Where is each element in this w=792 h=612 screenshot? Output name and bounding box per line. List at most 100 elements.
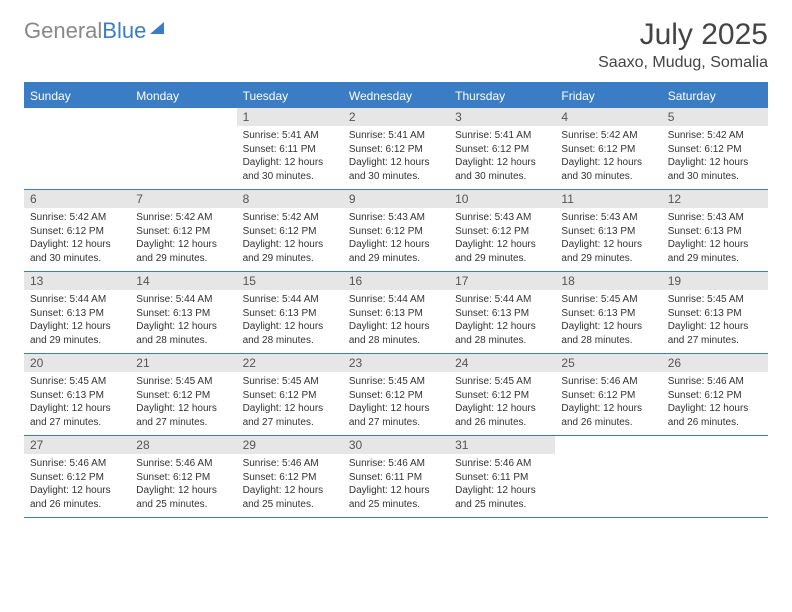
calendar-cell: 29Sunrise: 5:46 AMSunset: 6:12 PMDayligh… (237, 436, 343, 517)
calendar-cell: 14Sunrise: 5:44 AMSunset: 6:13 PMDayligh… (130, 272, 236, 353)
sunrise-line: Sunrise: 5:43 AM (349, 211, 443, 225)
sunrise-line: Sunrise: 5:43 AM (455, 211, 549, 225)
weeks-container: 001Sunrise: 5:41 AMSunset: 6:11 PMDaylig… (24, 108, 768, 518)
day-header: Sunday (24, 84, 130, 108)
day-header: Thursday (449, 84, 555, 108)
week-row: 13Sunrise: 5:44 AMSunset: 6:13 PMDayligh… (24, 272, 768, 354)
cell-body: Sunrise: 5:45 AMSunset: 6:12 PMDaylight:… (237, 372, 343, 435)
day-number: 3 (449, 108, 555, 126)
sunrise-line: Sunrise: 5:45 AM (136, 375, 230, 389)
day-number: 7 (130, 190, 236, 208)
daylight-line: Daylight: 12 hours and 25 minutes. (455, 484, 549, 511)
cell-body: Sunrise: 5:45 AMSunset: 6:13 PMDaylight:… (24, 372, 130, 435)
sunset-line: Sunset: 6:12 PM (243, 471, 337, 485)
day-number: 22 (237, 354, 343, 372)
sunset-line: Sunset: 6:12 PM (668, 143, 762, 157)
sunrise-line: Sunrise: 5:45 AM (455, 375, 549, 389)
cell-body: Sunrise: 5:45 AMSunset: 6:12 PMDaylight:… (343, 372, 449, 435)
cell-body: Sunrise: 5:43 AMSunset: 6:13 PMDaylight:… (662, 208, 768, 271)
cell-body: Sunrise: 5:41 AMSunset: 6:12 PMDaylight:… (449, 126, 555, 189)
sunset-line: Sunset: 6:12 PM (243, 225, 337, 239)
logo-part2: Blue (102, 18, 146, 43)
day-number: 31 (449, 436, 555, 454)
day-number: 24 (449, 354, 555, 372)
calendar-cell: 28Sunrise: 5:46 AMSunset: 6:12 PMDayligh… (130, 436, 236, 517)
cell-body: Sunrise: 5:46 AMSunset: 6:11 PMDaylight:… (449, 454, 555, 517)
sunset-line: Sunset: 6:12 PM (349, 389, 443, 403)
calendar-cell: 21Sunrise: 5:45 AMSunset: 6:12 PMDayligh… (130, 354, 236, 435)
daylight-line: Daylight: 12 hours and 28 minutes. (561, 320, 655, 347)
daylight-line: Daylight: 12 hours and 30 minutes. (561, 156, 655, 183)
cell-body: Sunrise: 5:42 AMSunset: 6:12 PMDaylight:… (237, 208, 343, 271)
sunset-line: Sunset: 6:11 PM (349, 471, 443, 485)
daylight-line: Daylight: 12 hours and 28 minutes. (136, 320, 230, 347)
calendar-cell: 7Sunrise: 5:42 AMSunset: 6:12 PMDaylight… (130, 190, 236, 271)
sunrise-line: Sunrise: 5:42 AM (668, 129, 762, 143)
calendar-cell: 3Sunrise: 5:41 AMSunset: 6:12 PMDaylight… (449, 108, 555, 189)
sunset-line: Sunset: 6:13 PM (136, 307, 230, 321)
sunrise-line: Sunrise: 5:46 AM (349, 457, 443, 471)
calendar-cell: 5Sunrise: 5:42 AMSunset: 6:12 PMDaylight… (662, 108, 768, 189)
day-number: 9 (343, 190, 449, 208)
day-number: 21 (130, 354, 236, 372)
calendar-cell: 6Sunrise: 5:42 AMSunset: 6:12 PMDaylight… (24, 190, 130, 271)
sunset-line: Sunset: 6:12 PM (455, 225, 549, 239)
calendar-cell: 0 (555, 436, 661, 517)
cell-body: Sunrise: 5:45 AMSunset: 6:12 PMDaylight:… (449, 372, 555, 435)
sunset-line: Sunset: 6:12 PM (455, 143, 549, 157)
day-number: 13 (24, 272, 130, 290)
day-number: 27 (24, 436, 130, 454)
sunrise-line: Sunrise: 5:44 AM (243, 293, 337, 307)
daylight-line: Daylight: 12 hours and 25 minutes. (136, 484, 230, 511)
sunset-line: Sunset: 6:12 PM (349, 225, 443, 239)
daylight-line: Daylight: 12 hours and 27 minutes. (243, 402, 337, 429)
day-number: 11 (555, 190, 661, 208)
page-header: GeneralBlue July 2025 Saaxo, Mudug, Soma… (24, 18, 768, 72)
daylight-line: Daylight: 12 hours and 30 minutes. (243, 156, 337, 183)
sunset-line: Sunset: 6:13 PM (30, 307, 124, 321)
daylight-line: Daylight: 12 hours and 27 minutes. (349, 402, 443, 429)
calendar-cell: 8Sunrise: 5:42 AMSunset: 6:12 PMDaylight… (237, 190, 343, 271)
day-number: 10 (449, 190, 555, 208)
location-label: Saaxo, Mudug, Somalia (598, 54, 768, 72)
week-row: 001Sunrise: 5:41 AMSunset: 6:11 PMDaylig… (24, 108, 768, 190)
calendar-cell: 24Sunrise: 5:45 AMSunset: 6:12 PMDayligh… (449, 354, 555, 435)
sunrise-line: Sunrise: 5:45 AM (668, 293, 762, 307)
daylight-line: Daylight: 12 hours and 30 minutes. (349, 156, 443, 183)
sunrise-line: Sunrise: 5:45 AM (561, 293, 655, 307)
day-number: 19 (662, 272, 768, 290)
day-number: 30 (343, 436, 449, 454)
logo-part1: General (24, 18, 102, 43)
sunset-line: Sunset: 6:12 PM (30, 225, 124, 239)
daylight-line: Daylight: 12 hours and 30 minutes. (455, 156, 549, 183)
cell-body: Sunrise: 5:43 AMSunset: 6:12 PMDaylight:… (449, 208, 555, 271)
cell-body: Sunrise: 5:42 AMSunset: 6:12 PMDaylight:… (555, 126, 661, 189)
daylight-line: Daylight: 12 hours and 27 minutes. (30, 402, 124, 429)
cell-body: Sunrise: 5:44 AMSunset: 6:13 PMDaylight:… (449, 290, 555, 353)
calendar-cell: 15Sunrise: 5:44 AMSunset: 6:13 PMDayligh… (237, 272, 343, 353)
cell-body: Sunrise: 5:43 AMSunset: 6:12 PMDaylight:… (343, 208, 449, 271)
logo-text: GeneralBlue (24, 18, 146, 44)
sunrise-line: Sunrise: 5:41 AM (243, 129, 337, 143)
daylight-line: Daylight: 12 hours and 28 minutes. (243, 320, 337, 347)
cell-body: Sunrise: 5:46 AMSunset: 6:12 PMDaylight:… (237, 454, 343, 517)
day-number: 25 (555, 354, 661, 372)
calendar-cell: 22Sunrise: 5:45 AMSunset: 6:12 PMDayligh… (237, 354, 343, 435)
sunset-line: Sunset: 6:12 PM (243, 389, 337, 403)
day-number: 8 (237, 190, 343, 208)
calendar-cell: 1Sunrise: 5:41 AMSunset: 6:11 PMDaylight… (237, 108, 343, 189)
sunrise-line: Sunrise: 5:42 AM (561, 129, 655, 143)
sunset-line: Sunset: 6:12 PM (668, 389, 762, 403)
day-header-row: SundayMondayTuesdayWednesdayThursdayFrid… (24, 84, 768, 108)
sunrise-line: Sunrise: 5:43 AM (668, 211, 762, 225)
sunset-line: Sunset: 6:13 PM (349, 307, 443, 321)
calendar-cell: 13Sunrise: 5:44 AMSunset: 6:13 PMDayligh… (24, 272, 130, 353)
sunset-line: Sunset: 6:13 PM (455, 307, 549, 321)
cell-body: Sunrise: 5:41 AMSunset: 6:11 PMDaylight:… (237, 126, 343, 189)
sunrise-line: Sunrise: 5:45 AM (243, 375, 337, 389)
daylight-line: Daylight: 12 hours and 29 minutes. (30, 320, 124, 347)
cell-body: Sunrise: 5:42 AMSunset: 6:12 PMDaylight:… (130, 208, 236, 271)
cell-body: Sunrise: 5:46 AMSunset: 6:12 PMDaylight:… (555, 372, 661, 435)
sunrise-line: Sunrise: 5:44 AM (349, 293, 443, 307)
sunset-line: Sunset: 6:12 PM (561, 143, 655, 157)
